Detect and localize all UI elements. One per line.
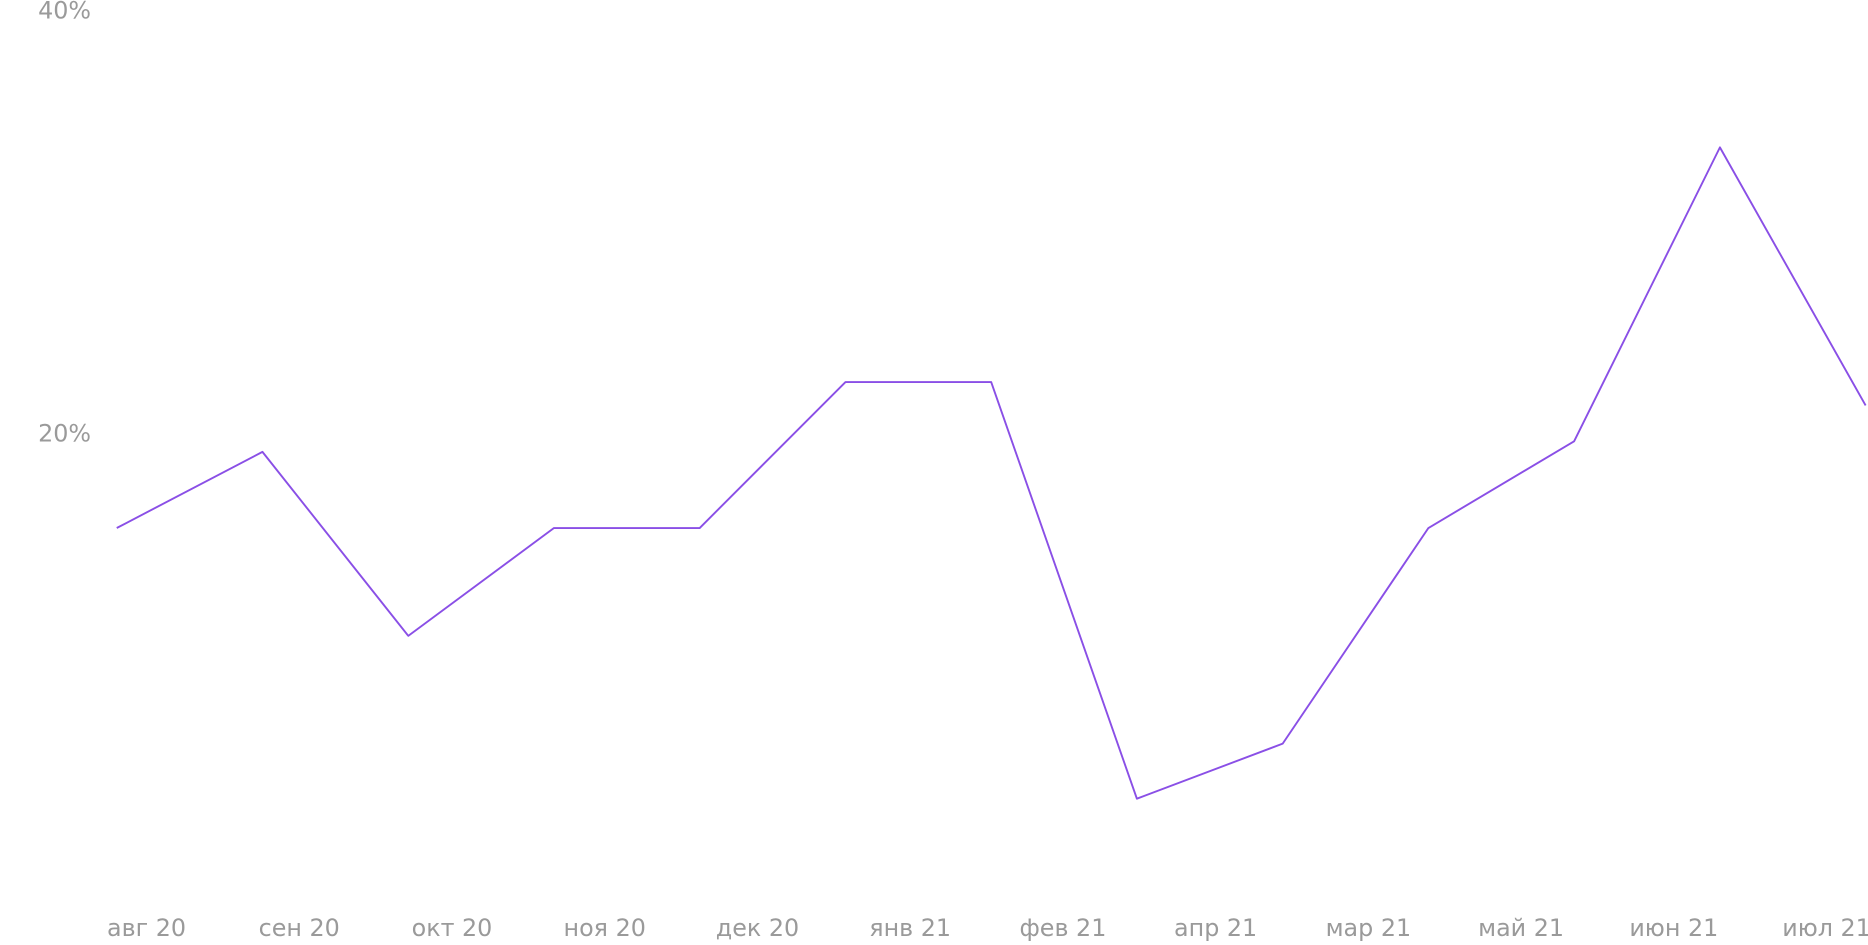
x-tick-label: апр 21 — [1174, 914, 1257, 942]
x-tick-label: окт 20 — [412, 914, 493, 942]
x-tick-label: июн 21 — [1629, 914, 1718, 942]
x-tick-label: фев 21 — [1019, 914, 1106, 942]
x-tick-label: дек 20 — [716, 914, 799, 942]
x-tick-label: мар 21 — [1326, 914, 1412, 942]
x-tick-label: сен 20 — [259, 914, 340, 942]
y-tick-label: 20% — [38, 419, 91, 447]
data-line — [116, 146, 1867, 800]
x-tick-label: авг 20 — [107, 914, 186, 942]
x-tick-label: июл 21 — [1782, 914, 1868, 942]
x-tick-label: май 21 — [1478, 914, 1564, 942]
y-tick-label: 40% — [38, 0, 91, 25]
x-tick-label: ноя 20 — [564, 914, 646, 942]
x-tick-label: янв 21 — [869, 914, 951, 942]
